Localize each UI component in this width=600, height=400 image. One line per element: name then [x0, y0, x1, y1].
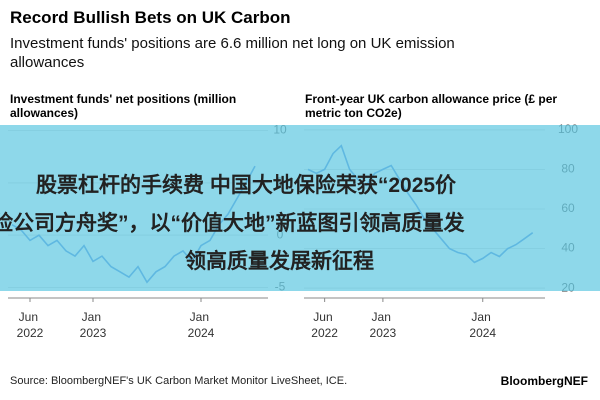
banner-line: 股票杠杆的手续费 中国大地保险荣获“2025价 [36, 174, 457, 197]
chart-title: Investment funds' net positions (million… [10, 92, 237, 120]
chart-title: Front-year UK carbon allowance price (£ … [305, 92, 558, 120]
brand: BloombergNEF [500, 374, 588, 388]
title: Record Bullish Bets on UK Carbon [10, 8, 291, 27]
banner-line: 领高质量发展新征程 [185, 250, 374, 273]
banner-line: 险公司方舟奖”，以“价值大地”新蓝图引领高质量发 [0, 212, 465, 235]
x-tick-label: Jan 2024 [469, 310, 496, 340]
x-tick-label: Jan 2023 [80, 310, 107, 340]
x-tick-label: Jun 2022 [311, 310, 338, 340]
subtitle: Investment funds' positions are 6.6 mill… [10, 35, 455, 71]
source: Source: BloombergNEF's UK Carbon Market … [10, 375, 348, 387]
x-tick-label: Jan 2023 [370, 310, 397, 340]
banner: 股票杠杆的手续费 中国大地保险荣获“2025价 险公司方舟奖”，以“价值大地”新… [0, 125, 600, 291]
x-tick-label: Jun 2022 [17, 310, 44, 340]
x-tick-label: Jan 2024 [188, 310, 215, 340]
